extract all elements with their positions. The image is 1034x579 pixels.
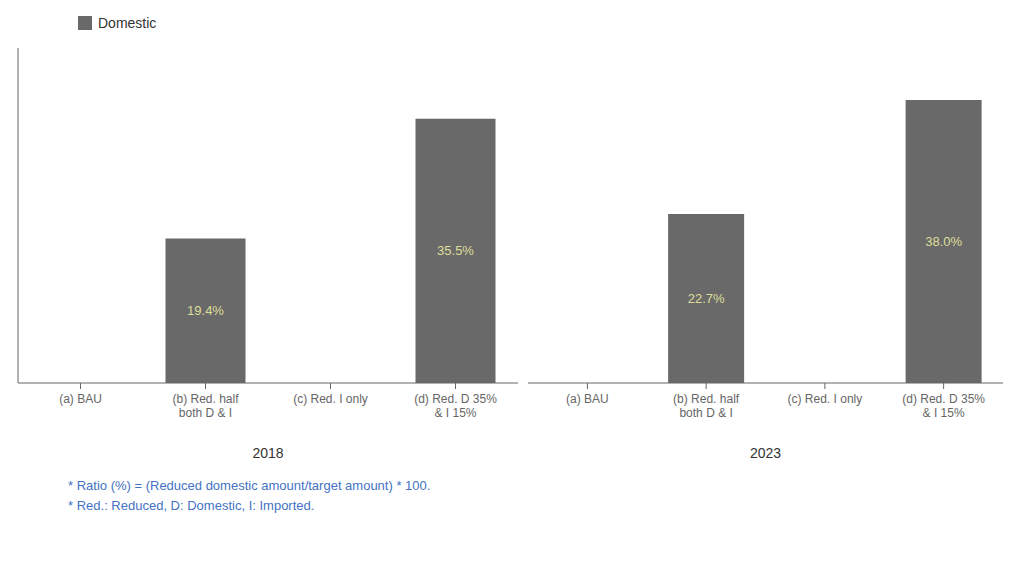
- svg-text:22.7%: 22.7%: [688, 291, 725, 306]
- svg-text:(c) Red. I only: (c) Red. I only: [293, 392, 368, 406]
- svg-text:(b) Red. halfboth D & I: (b) Red. halfboth D & I: [172, 392, 239, 420]
- svg-text:(c) Red. I only: (c) Red. I only: [788, 392, 863, 406]
- svg-text:2018: 2018: [252, 445, 283, 461]
- svg-text:38.0%: 38.0%: [925, 234, 962, 249]
- svg-text:2023: 2023: [750, 445, 781, 461]
- svg-text:(a) BAU: (a) BAU: [566, 392, 609, 406]
- html-text:* Ratio (%) = (Reduced domesti: * Ratio (%) = (Reduced domestic amount/t…: [68, 478, 431, 493]
- svg-text:(a) BAU: (a) BAU: [59, 392, 102, 406]
- svg-text:(d) Red. D 35%& I 15%: (d) Red. D 35%& I 15%: [902, 392, 985, 420]
- svg-text:(d) Red. D 35%& I 15%: (d) Red. D 35%& I 15%: [414, 392, 497, 420]
- html-text:Domestic: Domestic: [98, 15, 157, 31]
- svg-text:19.4%: 19.4%: [187, 303, 224, 318]
- svg-text:35.5%: 35.5%: [437, 243, 474, 258]
- svg-text:(b) Red. halfboth D & I: (b) Red. halfboth D & I: [673, 392, 740, 420]
- html-text:* Red.: Reduced, D: Domestic,: * Red.: Reduced, D: Domestic, I: Importe…: [68, 498, 315, 513]
